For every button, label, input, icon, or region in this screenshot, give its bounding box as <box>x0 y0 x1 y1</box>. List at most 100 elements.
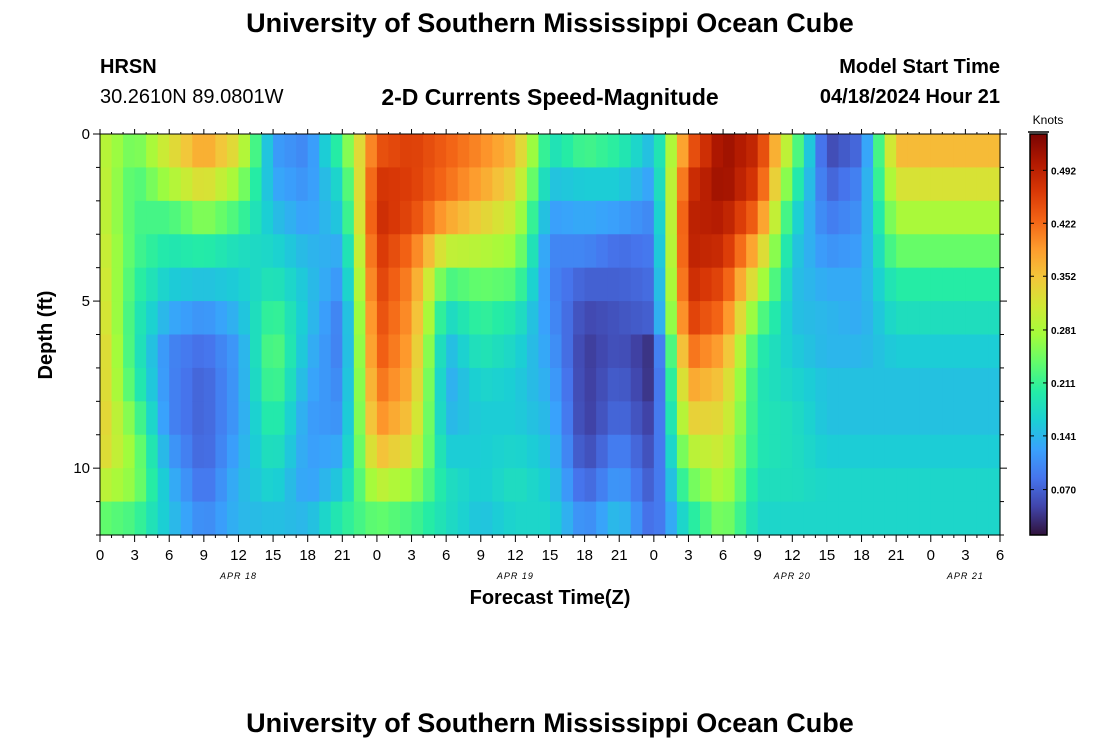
heatmap-cell <box>723 167 736 202</box>
heatmap-cell <box>365 234 378 269</box>
heatmap-cell <box>723 367 736 402</box>
heatmap-cell <box>988 434 1001 469</box>
heatmap-cell <box>492 501 505 536</box>
heatmap-cell <box>584 200 597 235</box>
heatmap-cell <box>365 334 378 369</box>
heatmap-cell <box>930 134 943 169</box>
heatmap-cell <box>492 267 505 302</box>
heatmap-cell <box>596 334 609 369</box>
heatmap-cell <box>423 301 436 336</box>
heatmap-cell <box>907 234 920 269</box>
heatmap-cell <box>169 468 182 503</box>
heatmap-cell <box>584 468 597 503</box>
heatmap-cell <box>757 334 770 369</box>
heatmap-cell <box>942 334 955 369</box>
heatmap-cell <box>342 200 355 235</box>
heatmap-cell <box>630 267 643 302</box>
heatmap-cell <box>711 267 724 302</box>
heatmap-cell <box>803 301 816 336</box>
heatmap-cell <box>630 401 643 436</box>
heatmap-cell <box>492 468 505 503</box>
heatmap-cell <box>215 167 228 202</box>
heatmap-cell <box>896 401 909 436</box>
heatmap-cell <box>942 234 955 269</box>
heatmap-cell <box>423 167 436 202</box>
heatmap-cell <box>330 468 343 503</box>
heatmap-cell <box>976 468 990 503</box>
heatmap-cell <box>273 367 286 402</box>
heatmap-cell <box>584 367 597 402</box>
heatmap-cell <box>100 200 113 235</box>
heatmap-cell <box>734 501 747 536</box>
heatmap-cell <box>480 267 493 302</box>
heatmap-cell <box>642 334 655 369</box>
heatmap-cell <box>192 267 205 302</box>
heatmap-cell <box>561 367 574 402</box>
heatmap-cell <box>596 468 609 503</box>
heatmap-cell <box>411 367 424 402</box>
heatmap-cell <box>123 367 136 402</box>
heatmap-cell <box>146 234 159 269</box>
heatmap-cell <box>192 334 205 369</box>
heatmap-cell <box>353 200 366 235</box>
heatmap-cell <box>273 501 286 536</box>
heatmap-cell <box>388 401 401 436</box>
heatmap-cell <box>111 468 124 503</box>
heatmap-cell <box>653 501 666 536</box>
heatmap-cell <box>250 367 263 402</box>
heatmap-cell <box>884 401 897 436</box>
heatmap-cell <box>215 301 228 336</box>
heatmap-cell <box>457 434 470 469</box>
heatmap-cell <box>573 434 586 469</box>
heatmap-cell <box>319 234 332 269</box>
heatmap-cell <box>353 301 366 336</box>
heatmap-cell <box>250 401 263 436</box>
heatmap-cell <box>457 234 470 269</box>
x-tick-label: 6 <box>165 547 173 564</box>
heatmap-cell <box>365 367 378 402</box>
heatmap-cell <box>550 468 563 503</box>
heatmap-cell <box>330 401 343 436</box>
heatmap-cell <box>746 501 759 536</box>
heatmap-cell <box>515 367 528 402</box>
heatmap-cell <box>180 167 193 202</box>
heatmap-cell <box>273 301 286 336</box>
heatmap-cell <box>284 501 297 536</box>
heatmap-cell <box>296 501 309 536</box>
heatmap-cell <box>100 468 113 503</box>
heatmap-cell <box>815 501 828 536</box>
heatmap-cell <box>803 267 816 302</box>
heatmap-cell <box>388 367 401 402</box>
heatmap-cell <box>538 501 551 536</box>
heatmap-cell <box>123 234 136 269</box>
heatmap-cell <box>342 434 355 469</box>
heatmap-cell <box>157 401 170 436</box>
heatmap-cell <box>665 434 678 469</box>
heatmap-cell <box>342 401 355 436</box>
x-tick-label: 9 <box>754 547 762 564</box>
heatmap-cell <box>700 234 713 269</box>
heatmap-cell <box>965 468 978 503</box>
heatmap-cell <box>988 367 1001 402</box>
heatmap-cell <box>596 501 609 536</box>
heatmap-cell <box>273 234 286 269</box>
heatmap-cell <box>838 301 851 336</box>
heatmap-cell <box>826 501 840 536</box>
heatmap-cell <box>584 434 597 469</box>
heatmap-cell <box>146 367 159 402</box>
heatmap-cell <box>238 167 251 202</box>
heatmap-cell <box>630 468 643 503</box>
heatmap-cell <box>988 468 1001 503</box>
heatmap-cell <box>907 367 920 402</box>
heatmap-cell <box>376 200 390 235</box>
heatmap-cell <box>330 200 343 235</box>
heatmap-cell <box>792 267 805 302</box>
heatmap-cell <box>746 167 759 202</box>
heatmap-cell <box>850 301 863 336</box>
heatmap-cell <box>607 367 620 402</box>
heatmap-cell <box>642 301 655 336</box>
heatmap-cell <box>642 434 655 469</box>
heatmap-cell <box>746 200 759 235</box>
heatmap-cell <box>550 367 563 402</box>
heatmap-cell <box>676 401 690 436</box>
